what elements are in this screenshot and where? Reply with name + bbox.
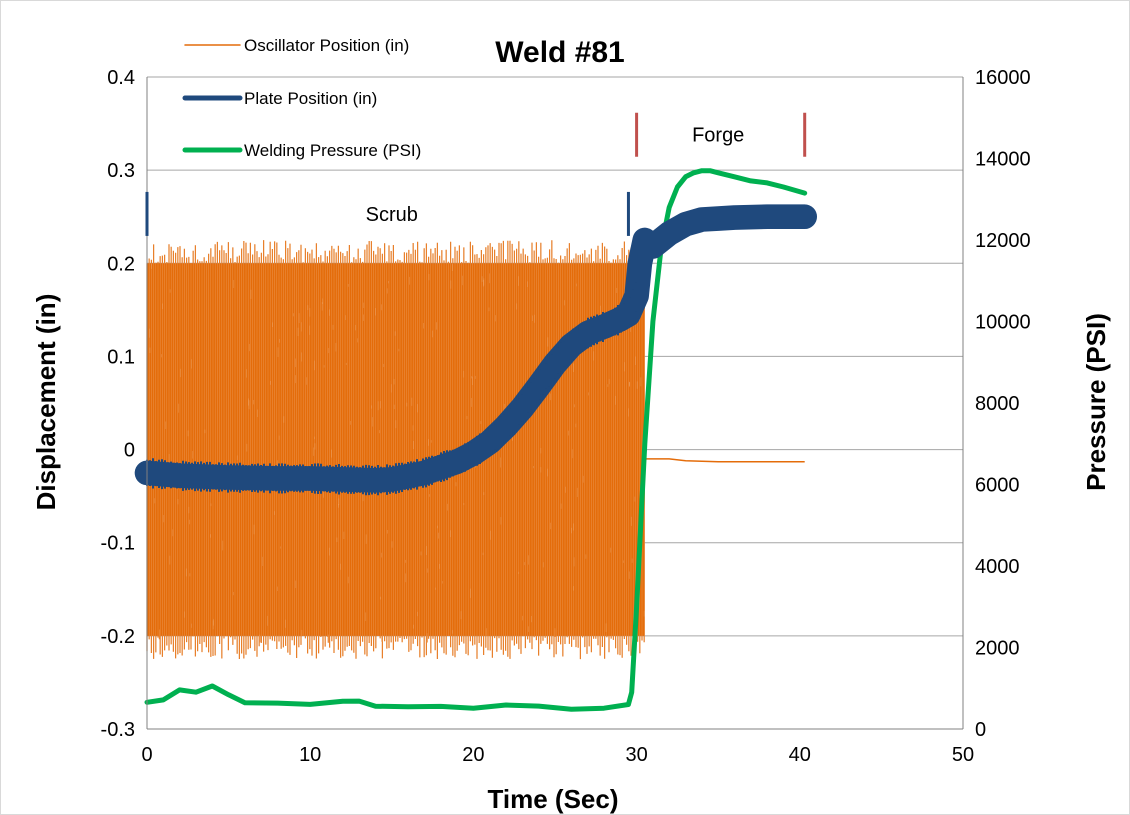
x-tick-label: 50 <box>952 744 974 766</box>
y2-tick-label: 2000 <box>975 638 1020 660</box>
x-tick-label: 0 <box>141 744 152 766</box>
legend-label: Plate Position (in) <box>244 89 377 108</box>
y-tick-label: 0 <box>124 440 135 462</box>
x-axis-title: Time (Sec) <box>487 784 618 814</box>
y2-tick-label: 6000 <box>975 475 1020 497</box>
y2-axis-title: Pressure (PSI) <box>1081 313 1111 491</box>
x-tick-label: 40 <box>789 744 811 766</box>
y2-tick-label: 16000 <box>975 67 1031 89</box>
annotation-label: Scrub <box>366 204 418 226</box>
y2-tick-label: 12000 <box>975 230 1031 252</box>
y-tick-label: 0.1 <box>107 346 135 368</box>
x-tick-label: 10 <box>299 744 321 766</box>
y2-tick-label: 10000 <box>975 312 1031 334</box>
annotation-label: Forge <box>692 125 744 147</box>
y2-tick-label: 8000 <box>975 393 1020 415</box>
y2-tick-label: 0 <box>975 719 986 741</box>
legend-label: Welding Pressure (PSI) <box>244 141 421 160</box>
y-tick-label: -0.1 <box>101 533 135 555</box>
y-tick-label: -0.2 <box>101 626 135 648</box>
y2-tick-label: 14000 <box>975 149 1031 171</box>
x-tick-label: 20 <box>462 744 484 766</box>
y-tick-label: 0.4 <box>107 67 135 89</box>
y-tick-label: 0.2 <box>107 253 135 275</box>
y-tick-label: 0.3 <box>107 160 135 182</box>
y-axis-title: Displacement (in) <box>31 294 61 511</box>
y2-tick-label: 4000 <box>975 556 1020 578</box>
x-tick-label: 30 <box>625 744 647 766</box>
y-tick-label: -0.3 <box>101 719 135 741</box>
legend-label: Oscillator Position (in) <box>244 36 409 55</box>
chart-title: Weld #81 <box>495 36 625 69</box>
